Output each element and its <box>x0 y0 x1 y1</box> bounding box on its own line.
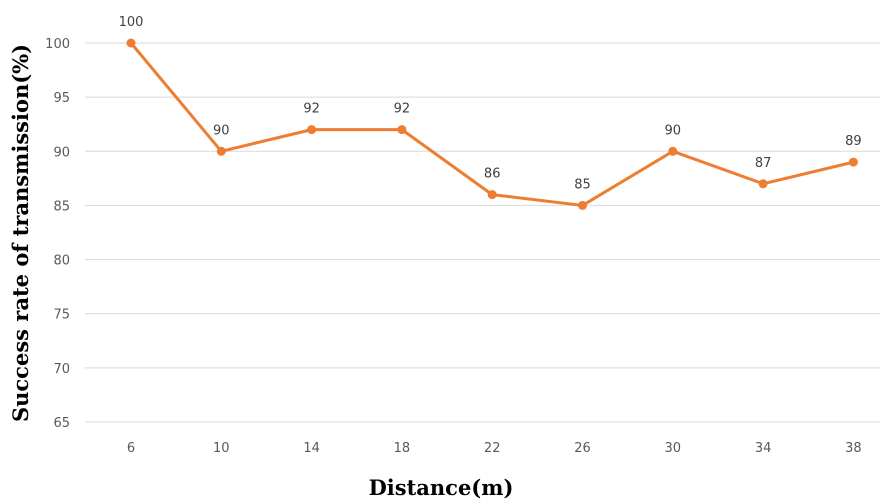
data-point <box>578 201 587 210</box>
x-tick-label: 10 <box>213 441 230 456</box>
y-tick-label: 95 <box>53 91 70 106</box>
data-point <box>488 190 497 199</box>
data-label: 90 <box>665 123 682 138</box>
data-labels: 100 90 92 92 86 85 90 87 89 <box>119 15 862 192</box>
data-label: 85 <box>574 177 591 192</box>
x-tick-label: 6 <box>127 441 135 456</box>
x-tick-label: 14 <box>303 441 320 456</box>
data-point <box>849 158 858 167</box>
y-tick-label: 65 <box>53 416 70 431</box>
data-label: 89 <box>845 134 862 149</box>
y-tick-label: 75 <box>53 308 70 323</box>
data-point <box>217 147 226 156</box>
data-point <box>397 125 406 134</box>
y-tick-label: 80 <box>53 254 70 269</box>
data-label: 90 <box>213 123 230 138</box>
y-tick-label: 70 <box>53 362 70 377</box>
data-point <box>759 179 768 188</box>
data-label: 100 <box>119 15 144 30</box>
data-label: 86 <box>484 167 501 182</box>
x-tick-label: 26 <box>574 441 591 456</box>
series-group <box>127 39 858 210</box>
data-label: 92 <box>303 102 320 117</box>
y-axis-title: Success rate of transmission(%) <box>8 44 33 422</box>
x-tick-label: 18 <box>394 441 411 456</box>
y-tick-label: 85 <box>53 199 70 214</box>
x-tick-labels: 6 10 14 18 22 26 30 34 38 <box>127 441 862 456</box>
data-label: 92 <box>394 102 411 117</box>
y-tick-label: 90 <box>53 145 70 160</box>
gridlines <box>85 43 880 422</box>
y-tick-labels: 65 70 75 80 85 90 95 100 <box>45 37 70 431</box>
x-tick-label: 30 <box>665 441 682 456</box>
data-label: 87 <box>755 156 772 171</box>
x-tick-label: 34 <box>755 441 772 456</box>
x-tick-label: 38 <box>845 441 862 456</box>
data-point <box>127 39 136 48</box>
y-tick-label: 100 <box>45 37 70 52</box>
data-point <box>668 147 677 156</box>
data-point <box>307 125 316 134</box>
x-tick-label: 22 <box>484 441 501 456</box>
x-axis-title: Distance(m) <box>369 475 514 500</box>
